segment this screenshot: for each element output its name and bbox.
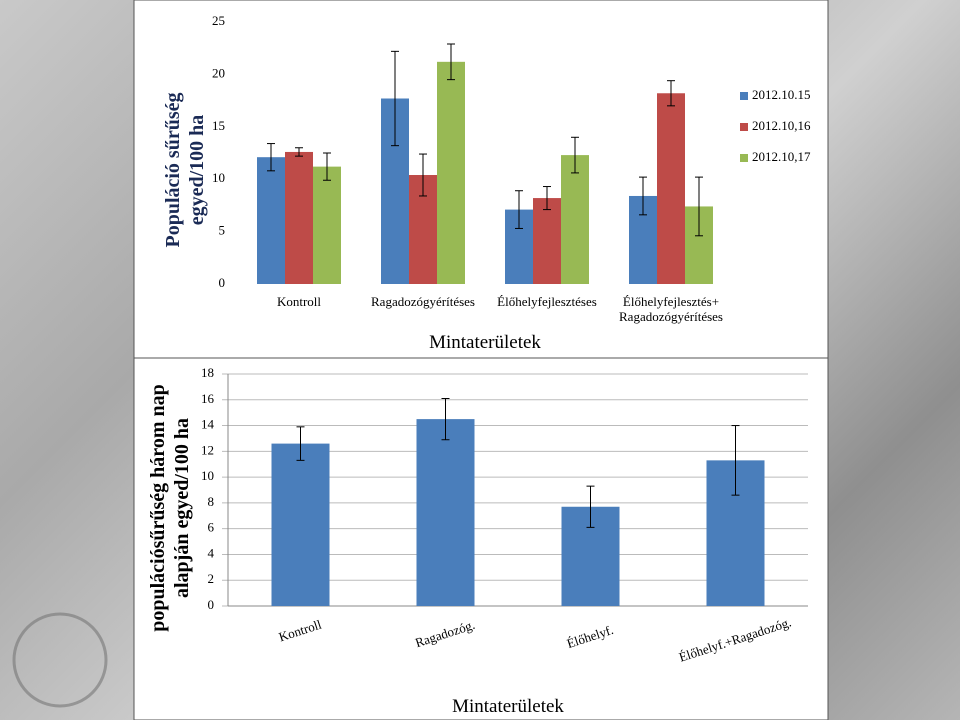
y-tick-label: 0 bbox=[208, 597, 215, 612]
legend-label: 2012.10.15 bbox=[752, 87, 811, 102]
bar bbox=[285, 151, 313, 284]
bar bbox=[313, 166, 341, 284]
legend-swatch bbox=[740, 123, 748, 131]
bar bbox=[533, 198, 561, 284]
y-axis-label: Populáció sűrűség egyed/100 ha bbox=[162, 92, 208, 248]
bar bbox=[416, 419, 475, 606]
y-tick-label: 14 bbox=[201, 417, 215, 432]
y-axis-label: populációsűrűség három nap alapján egyed… bbox=[147, 384, 193, 632]
y-tick-label: 5 bbox=[219, 223, 226, 238]
y-tick-label: 4 bbox=[208, 545, 215, 560]
y-tick-label: 16 bbox=[201, 391, 215, 406]
x-tick-label: Élőhelyfejlesztés+ Ragadozógyérítéses bbox=[619, 294, 723, 324]
bar bbox=[561, 155, 589, 284]
x-tick-label: Ragadozógyérítéses bbox=[371, 294, 475, 309]
y-tick-label: 12 bbox=[201, 442, 214, 457]
chart-1-box bbox=[133, 0, 829, 359]
y-tick-label: 0 bbox=[219, 275, 226, 290]
legend-label: 2012.10,16 bbox=[752, 118, 811, 133]
bar bbox=[437, 61, 465, 284]
legend-swatch bbox=[740, 154, 748, 162]
x-axis-label: Mintaterületek bbox=[452, 696, 564, 717]
y-tick-label: 6 bbox=[208, 520, 215, 535]
y-tick-label: 15 bbox=[212, 118, 225, 133]
logo bbox=[12, 612, 108, 708]
legend-label: 2012.10,17 bbox=[752, 149, 811, 164]
x-axis-label: Mintaterületek bbox=[429, 332, 541, 353]
y-tick-label: 25 bbox=[212, 13, 225, 28]
y-tick-label: 2 bbox=[208, 571, 215, 586]
x-tick-label: Élőhelyfejlesztéses bbox=[497, 294, 597, 309]
y-tick-label: 10 bbox=[212, 170, 225, 185]
bar bbox=[271, 443, 330, 606]
legend-swatch bbox=[740, 92, 748, 100]
x-tick-label: Kontroll bbox=[276, 294, 322, 309]
y-tick-label: 8 bbox=[208, 494, 215, 509]
bar bbox=[257, 157, 285, 284]
y-tick-label: 18 bbox=[201, 365, 214, 380]
y-tick-label: 20 bbox=[212, 65, 225, 80]
y-tick-label: 10 bbox=[201, 468, 214, 483]
bar bbox=[657, 93, 685, 284]
